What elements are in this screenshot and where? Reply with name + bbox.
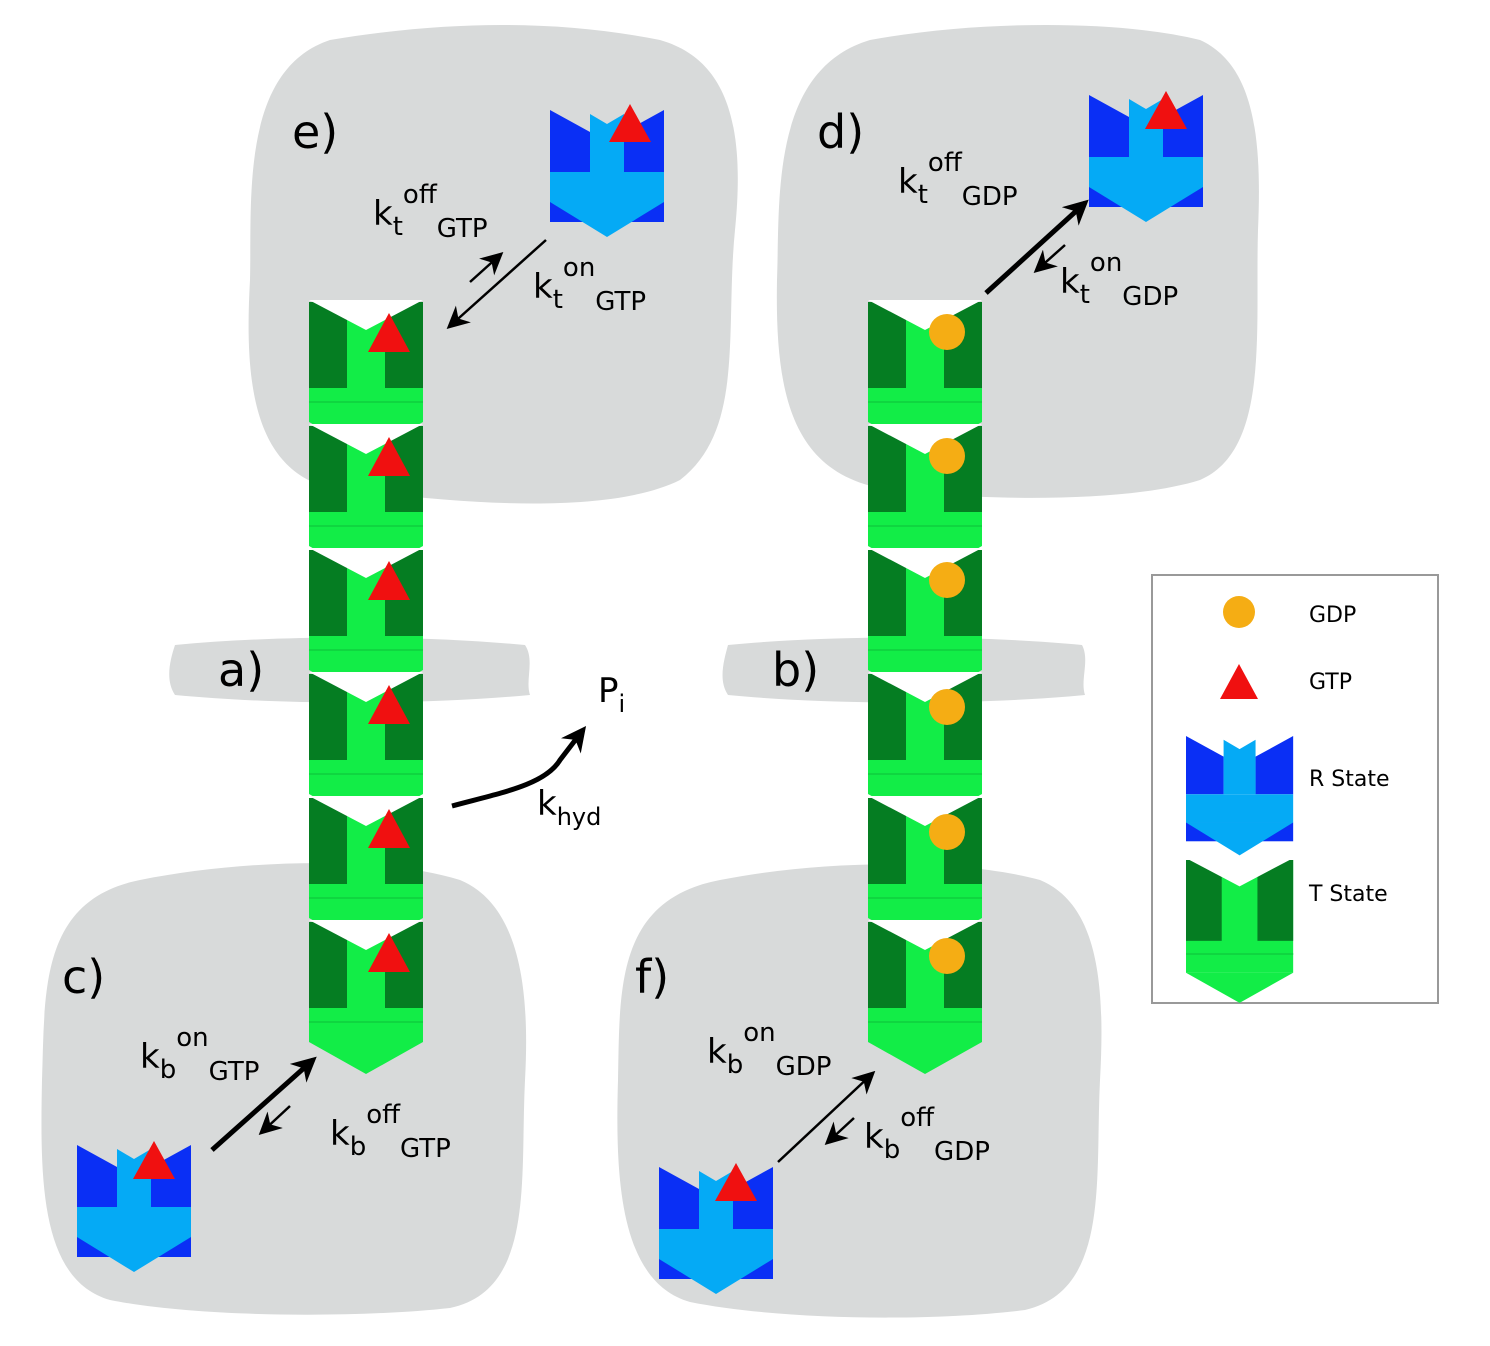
panel-label-c: c) xyxy=(62,950,105,1004)
gtp-triangle xyxy=(715,1163,757,1201)
r-subunit-c xyxy=(77,1141,191,1272)
gtp-triangle xyxy=(133,1141,175,1179)
rate-k-hyd: khyd xyxy=(537,784,601,831)
arrow-kb-off-gtp xyxy=(258,1105,291,1136)
panel-label-f: f) xyxy=(635,950,669,1004)
legend-gtp-label: GTP xyxy=(1309,670,1352,695)
gdp-circle xyxy=(929,689,965,725)
gdp-filament xyxy=(867,299,983,1075)
reaction-arrows xyxy=(210,199,1089,1163)
arrow-hydrolysis xyxy=(451,726,587,809)
gdp-circle xyxy=(929,314,965,350)
r-subunit-e xyxy=(550,104,664,237)
gtp-triangle xyxy=(368,561,410,600)
rate-kb-on-gtp: kbonGTP xyxy=(140,1023,259,1087)
r-subunit-d xyxy=(1089,91,1203,222)
gdp-circle xyxy=(929,562,965,598)
legend-gdp-label: GDP xyxy=(1309,603,1356,628)
legend: GDP GTP R State T State xyxy=(1151,574,1439,1004)
rate-kb-on-gdp: kbonGDP xyxy=(707,1018,831,1082)
gdp-circle xyxy=(929,938,965,974)
legend-r-state-label: R State xyxy=(1309,767,1390,792)
phosphate-label: Pi xyxy=(598,671,625,718)
gtp-triangle xyxy=(368,933,410,972)
gtp-triangle xyxy=(368,313,410,352)
arrow-kb-on-gtp xyxy=(210,1056,317,1152)
t-subunit-gdp xyxy=(867,919,983,1075)
panel-label-d: d) xyxy=(817,105,864,159)
legend-gdp-icon xyxy=(1223,596,1255,628)
panel-label-a: a) xyxy=(218,643,264,697)
rate-kt-off-gdp: ktoffGDP xyxy=(898,148,1018,212)
arrow-kt-on-gdp xyxy=(1033,244,1066,273)
gtp-triangle xyxy=(368,437,410,476)
arrow-kb-on-gdp xyxy=(777,1070,876,1163)
legend-t-state-icon xyxy=(1185,857,1295,1004)
gtp-triangle xyxy=(368,685,410,724)
legend-r-state-icon xyxy=(1186,736,1294,856)
rate-kb-off-gdp: kboffGDP xyxy=(864,1103,990,1167)
r-subunit-f xyxy=(659,1163,773,1294)
arrow-kt-on-gtp xyxy=(446,239,547,330)
arrow-kt-off-gdp xyxy=(984,199,1089,295)
rate-kt-off-gtp: ktoffGTP xyxy=(373,180,488,244)
arrow-kt-off-gtp xyxy=(469,251,504,283)
rate-kt-on-gdp: ktonGDP xyxy=(1060,248,1178,312)
panel-label-b: b) xyxy=(772,643,819,697)
gtp-filament xyxy=(308,299,424,1075)
legend-gtp-icon xyxy=(1220,664,1258,699)
arrow-kb-off-gdp xyxy=(824,1117,855,1146)
gtp-triangle xyxy=(609,104,651,142)
gtp-triangle xyxy=(1145,91,1187,129)
gtp-triangle xyxy=(368,809,410,848)
gdp-circle xyxy=(929,814,965,850)
panel-label-e: e) xyxy=(292,105,338,159)
rate-kb-off-gtp: kboffGTP xyxy=(330,1100,451,1164)
rate-kt-on-gtp: ktonGTP xyxy=(533,253,646,317)
gdp-circle xyxy=(929,438,965,474)
t-subunit-gtp xyxy=(308,919,424,1075)
legend-t-state-label: T State xyxy=(1308,882,1388,907)
